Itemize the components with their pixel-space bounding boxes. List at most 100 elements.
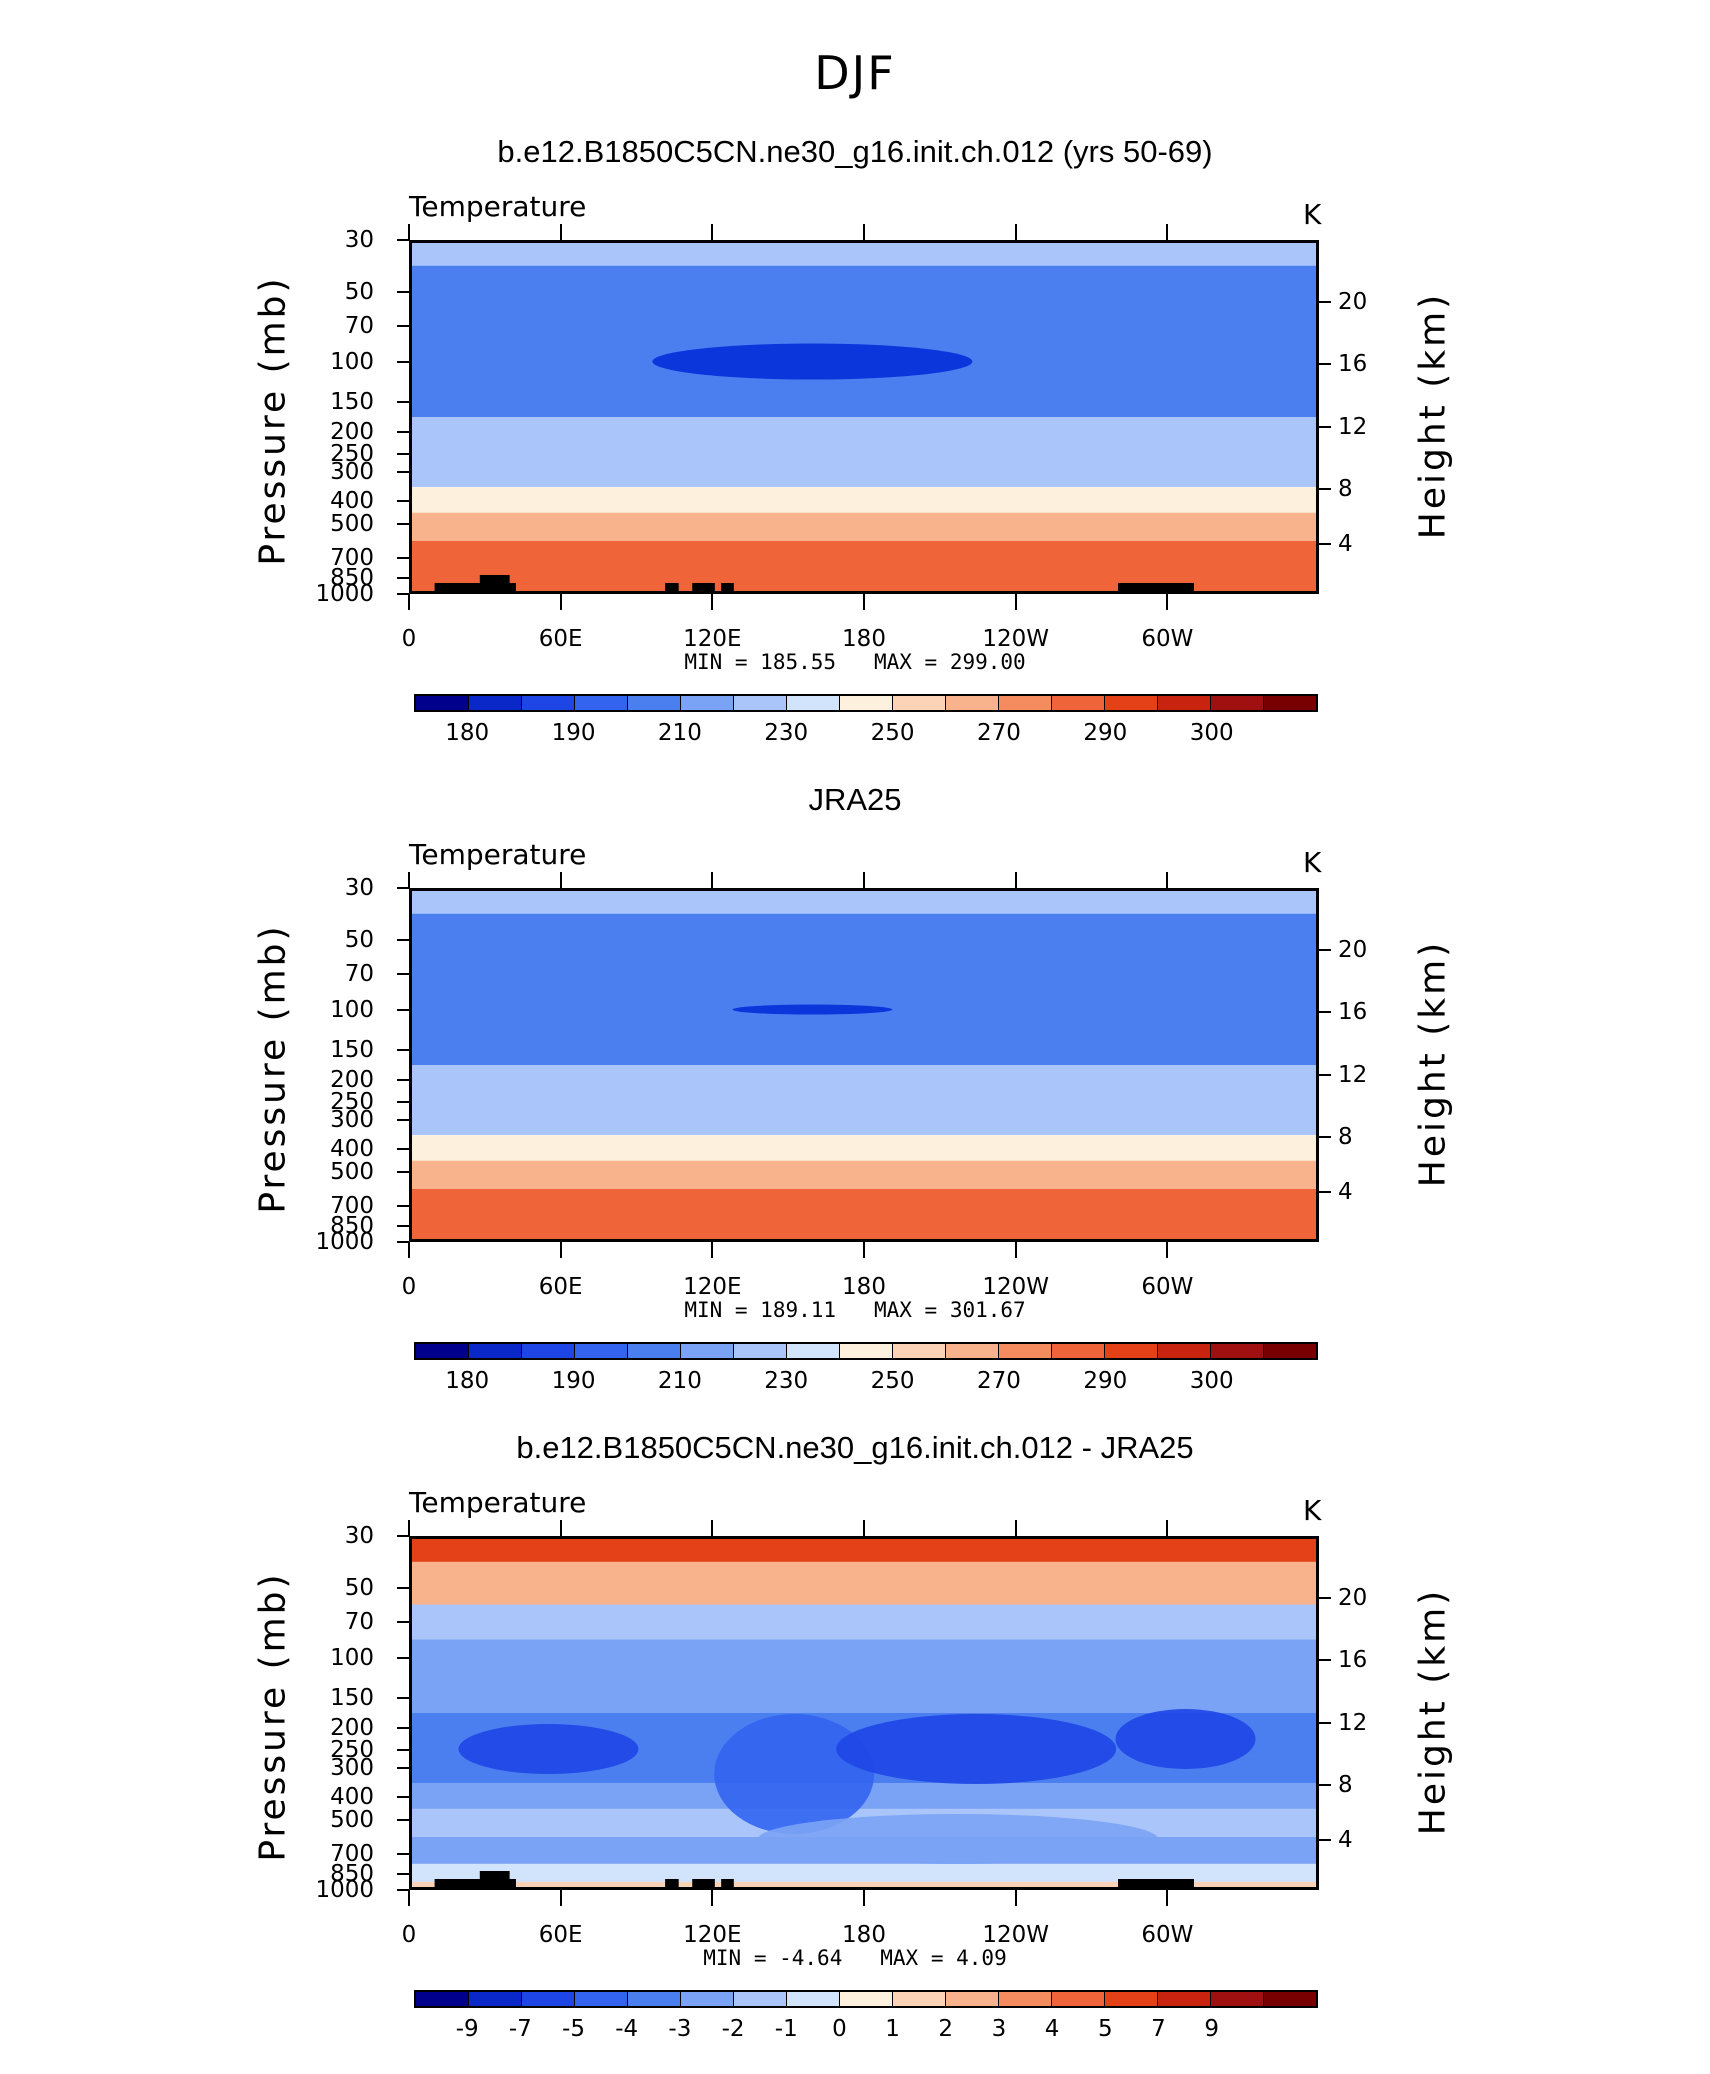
left-axis-title: Pressure (mb) [252,275,294,566]
contour-band [412,1160,1316,1191]
contour-band [412,243,1316,267]
longitude-tick [711,1890,714,1906]
height-tick-label: 12 [1338,1062,1368,1088]
min-max-readout: MIN = 189.11 MAX = 301.67 [0,1298,1710,1322]
pressure-tick-label: 70 [344,960,374,987]
longitude-tick [1014,1242,1017,1258]
longitude-tick [559,1520,562,1536]
contour-svg [412,1539,1316,1887]
colorbar-label: 230 [764,720,809,746]
contour-band [412,1233,1316,1239]
pressure-tick [397,1119,409,1122]
colorbar-swatch [1211,696,1264,710]
topography-mask [721,1879,734,1887]
pressure-tick [397,1049,409,1052]
height-tick [1319,1784,1331,1786]
colorbar-swatch [1211,1992,1264,2006]
pressure-tick [397,290,409,293]
longitude-tick-label: 0 [401,1922,417,1948]
pressure-tick [397,1767,409,1770]
longitude-tick [863,872,865,888]
height-tick-label: 4 [1338,1179,1353,1205]
pressure-tick-label: 100 [330,996,374,1023]
min-value: 189.11 [760,1298,837,1322]
pressure-tick [397,239,409,241]
height-tick-label: 8 [1338,1772,1353,1798]
pressure-tick-label: 50 [344,926,374,953]
variable-name: Temperature [409,1486,587,1519]
topography-mask [434,1879,516,1887]
height-tick [1319,949,1331,951]
pressure-tick-label: 150 [330,1685,374,1712]
pressure-tick-label: 30 [344,227,374,253]
colorbar-swatch [1052,1344,1105,1358]
longitude-tick-label: 0 [401,1274,417,1300]
colorbar-label: 300 [1189,1368,1234,1394]
contour-band [412,382,1316,418]
longitude-tick-label: 120E [683,1274,742,1300]
longitude-tick [711,1520,714,1536]
longitude-tick [1014,1890,1017,1906]
colorbar-swatch [575,1992,628,2006]
colorbar-label: 230 [764,1368,809,1394]
panel-title: b.e12.B1850C5CN.ne30_g16.init.ch.012 (yr… [497,134,1213,169]
min-label: MIN = [684,1298,761,1322]
pressure-tick [397,1889,409,1891]
pressure-tick-label: 200 [330,1066,374,1093]
pressure-tick [397,453,409,456]
anomaly-contour [836,1714,1117,1784]
pressure-tick-label: 200 [330,418,374,445]
colorbar-swatch [1105,696,1158,710]
topography-mask [692,1879,715,1887]
topography-mask [692,583,715,591]
right-axis-title: Height (km) [1412,1587,1454,1836]
longitude-tick [711,594,714,610]
colorbar-label: 250 [870,1368,915,1394]
contour-band [412,913,1316,958]
height-tick [1319,1191,1331,1193]
pressure-tick-label: 850 [330,1860,374,1887]
pressure-tick [397,1656,409,1659]
right-axis-title: Height (km) [1412,939,1454,1188]
longitude-tick [1014,224,1017,240]
colorbar-swatch [681,1344,734,1358]
pressure-tick-label: 1000 [315,1229,374,1255]
colorbar-swatch [999,1344,1052,1358]
contour-band [412,585,1316,591]
colorbar-label: 300 [1189,720,1234,746]
longitude-tick [408,1242,410,1258]
max-value: 301.67 [949,1298,1026,1322]
contour-band [412,541,1316,569]
max-label: MAX = [842,1946,957,1970]
colorbar-label: 210 [657,1368,702,1394]
colorbar-swatch [681,696,734,710]
height-tick [1319,1659,1331,1661]
min-value: -4.64 [779,1946,843,1970]
colorbar-swatch [734,1992,787,2006]
pressure-tick-label: 700 [330,1840,374,1867]
longitude-tick-label: 60E [538,626,583,652]
height-tick [1319,1597,1331,1599]
pressure-tick-label: 50 [344,278,374,305]
longitude-tick-label: 120E [683,626,742,652]
longitude-tick [1166,872,1169,888]
pressure-tick [397,1204,409,1207]
figure-title: DJF [814,46,896,100]
colorbar-swatch [1211,1344,1264,1358]
colorbar-label: -1 [774,2016,798,2042]
longitude-tick-label: 180 [842,626,886,652]
colorbar-swatch [1158,696,1211,710]
anomaly-contour [758,1814,1158,1864]
height-tick-label: 16 [1338,1647,1368,1673]
variable-name: Temperature [409,190,587,223]
pressure-tick-label: 400 [330,1784,374,1811]
colorbar-swatch [946,1992,999,2006]
longitude-tick [1014,872,1017,888]
longitude-tick [1166,594,1169,610]
pressure-tick-label: 250 [330,1737,374,1764]
height-tick-label: 16 [1338,999,1368,1025]
pressure-tick [397,1697,409,1700]
contour-band [412,956,1316,993]
colorbar-label: 250 [870,720,915,746]
contour-band [412,891,1316,915]
